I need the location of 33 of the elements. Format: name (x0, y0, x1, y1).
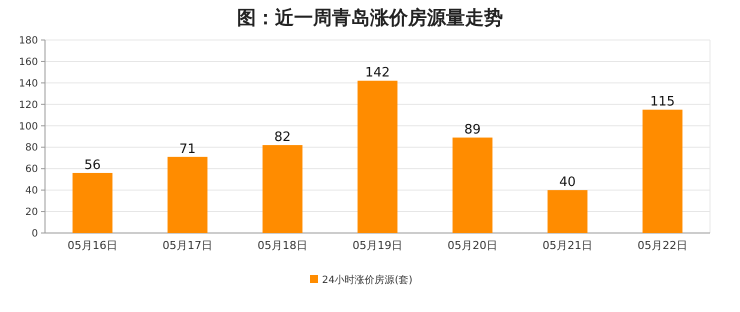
bar (168, 156, 208, 233)
y-tick-label: 60 (25, 164, 38, 176)
y-tick-label: 40 (25, 186, 38, 197)
y-tick-label: 20 (25, 207, 38, 218)
x-tick-label: 05月22日 (638, 239, 688, 252)
data-label: 142 (365, 66, 390, 81)
data-label: 115 (650, 94, 675, 110)
data-label: 82 (274, 130, 291, 146)
bar (642, 110, 682, 233)
x-tick-label: 05月17日 (162, 239, 212, 252)
legend-label: 24小时涨价房源(套) (322, 274, 413, 286)
x-tick-label: 05月19日 (352, 239, 402, 252)
y-tick-label: 180 (18, 36, 38, 46)
data-label: 40 (559, 175, 576, 190)
y-tick-label: 140 (18, 78, 38, 90)
data-label: 56 (84, 158, 101, 173)
bar (72, 172, 112, 233)
bar (452, 138, 492, 233)
y-tick-label: 100 (18, 121, 38, 132)
bar (262, 145, 302, 233)
y-tick-label: 120 (18, 100, 38, 111)
bar (358, 80, 398, 233)
x-tick-label: 05月18日 (258, 239, 308, 252)
bar (548, 190, 588, 233)
x-tick-label: 05月21日 (542, 239, 592, 252)
data-label: 71 (179, 142, 196, 157)
y-tick-label: 160 (18, 56, 38, 68)
data-label: 89 (464, 122, 481, 138)
chart-title: 图：近一周青岛涨价房源量走势 (237, 7, 503, 29)
x-tick-label: 05月16日 (68, 239, 118, 252)
y-tick-label: 80 (25, 142, 38, 154)
x-tick-label: 05月20日 (448, 239, 498, 252)
y-tick-label: 0 (32, 228, 38, 240)
